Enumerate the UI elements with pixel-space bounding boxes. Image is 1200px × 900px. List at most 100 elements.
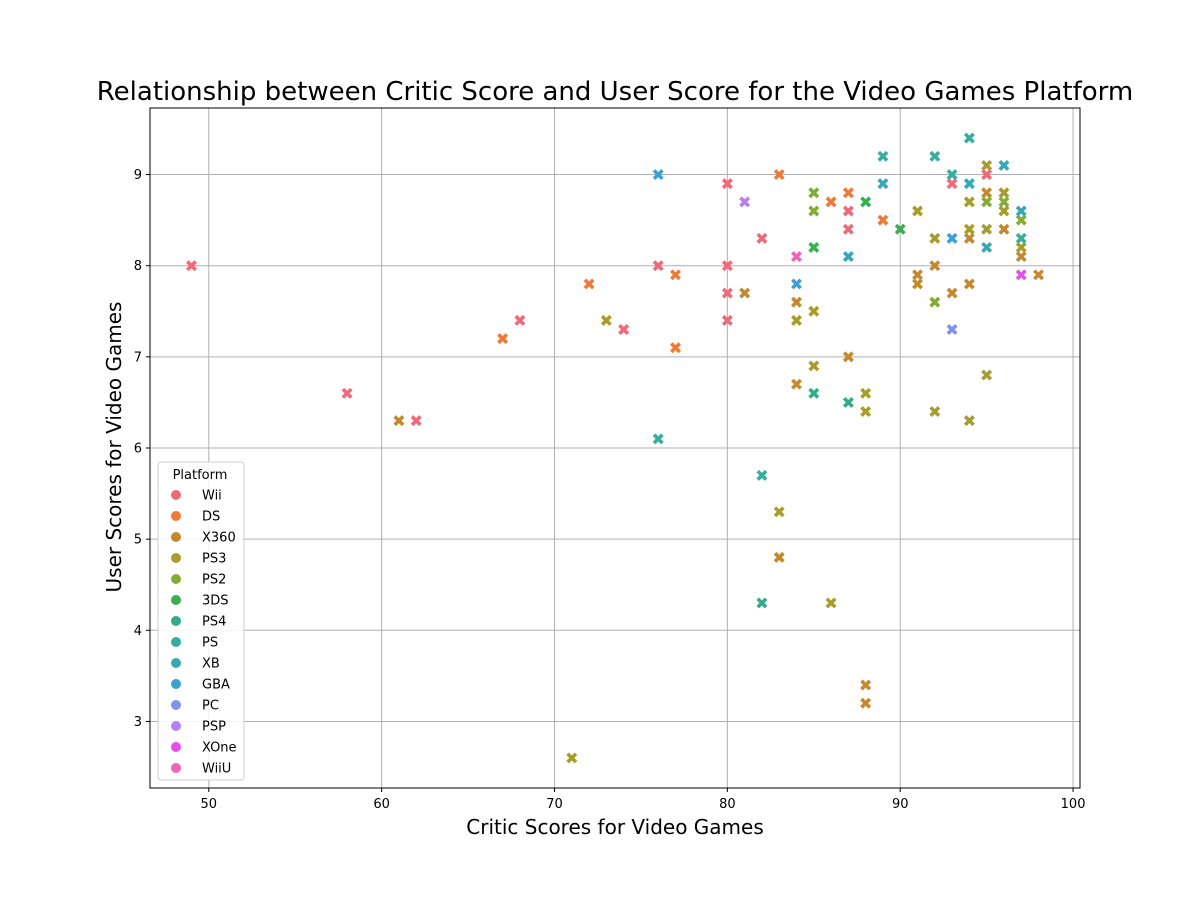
- legend-marker: [171, 574, 181, 584]
- legend-item-psp: PSP: [171, 720, 226, 735]
- data-point: [842, 223, 854, 235]
- x-tick-label: 60: [373, 797, 390, 812]
- series-3ds: [808, 196, 906, 253]
- x-tick-label: 70: [546, 797, 563, 812]
- x-axis-ticks: 50 60 70 80 90 100: [200, 788, 1085, 812]
- data-point: [1015, 205, 1027, 217]
- data-point: [1015, 214, 1027, 226]
- data-point: [791, 296, 802, 308]
- legend: Platform Wii DS X360 PS3 PS2 3DS PS4 PS XB GBA PC P…: [157, 461, 245, 781]
- data-point: [670, 342, 681, 354]
- y-tick-label: 6: [134, 442, 142, 457]
- data-point: [808, 360, 820, 372]
- legend-label: GBA: [202, 678, 230, 693]
- data-point: [946, 169, 958, 181]
- data-point: [860, 387, 872, 399]
- data-point: [842, 396, 854, 408]
- data-point: [1015, 269, 1027, 281]
- data-point: [721, 314, 733, 326]
- data-point: [860, 406, 872, 418]
- x-tick-label: 90: [892, 797, 909, 812]
- data-point: [1015, 241, 1027, 253]
- data-point: [963, 278, 975, 290]
- series-ps3: [566, 159, 1027, 764]
- legend-label: X360: [202, 531, 236, 546]
- data-point: [998, 196, 1010, 208]
- legend-item-ps4: PS4: [171, 615, 226, 630]
- legend-item-gba: GBA: [171, 678, 230, 693]
- data-point: [860, 697, 872, 709]
- y-tick-label: 4: [134, 624, 142, 639]
- data-point: [393, 415, 405, 427]
- series-pc: [946, 324, 958, 335]
- legend-marker: [171, 721, 181, 731]
- data-point: [721, 260, 733, 272]
- data-point: [756, 232, 768, 244]
- series-ps2: [808, 187, 1027, 308]
- data-point: [981, 159, 993, 171]
- data-point: [946, 287, 958, 299]
- legend-marker: [171, 490, 181, 500]
- data-point: [981, 223, 993, 235]
- data-point: [514, 314, 526, 326]
- legend-label: Wii: [202, 489, 222, 504]
- data-point: [981, 187, 993, 199]
- data-point: [981, 169, 993, 181]
- data-point: [963, 415, 975, 427]
- legend-label: WiiU: [202, 762, 231, 777]
- series-xone: [1015, 269, 1027, 281]
- legend-item-xb: XB: [171, 657, 220, 672]
- series-xb: [842, 159, 1027, 263]
- data-point: [981, 241, 993, 253]
- series-x360: [393, 187, 1044, 709]
- data-point: [842, 351, 854, 363]
- data-point: [963, 223, 975, 235]
- data-point: [894, 223, 906, 235]
- data-point: [497, 333, 509, 345]
- data-point: [1015, 232, 1027, 244]
- legend-label: PS3: [202, 552, 226, 567]
- data-point: [652, 169, 664, 181]
- data-point: [877, 214, 889, 226]
- data-point: [1033, 269, 1044, 281]
- series-wii: [186, 169, 993, 427]
- series-gba: [652, 169, 958, 290]
- data-point: [791, 251, 802, 263]
- legend-item-wii: Wii: [171, 489, 222, 504]
- legend-item-ps3: PS3: [171, 552, 226, 567]
- legend-item-pc: PC: [171, 699, 219, 714]
- data-point: [791, 378, 802, 390]
- data-point: [825, 597, 837, 609]
- data-point: [998, 187, 1010, 199]
- data-point: [842, 251, 854, 263]
- legend-marker: [171, 616, 181, 626]
- chart-title: Relationship between Critic Score and Us…: [97, 77, 1133, 107]
- legend-marker: [171, 763, 181, 773]
- data-point: [963, 232, 975, 244]
- data-point: [981, 196, 993, 208]
- x-axis-label: Critic Scores for Video Games: [466, 815, 764, 839]
- data-point: [929, 406, 941, 418]
- legend-item-ds: DS: [171, 510, 220, 525]
- data-point: [652, 433, 664, 445]
- legend-label: DS: [202, 510, 220, 525]
- legend-label: XOne: [202, 741, 237, 756]
- data-point: [583, 278, 595, 290]
- legend-marker: [171, 742, 181, 752]
- data-point: [981, 369, 993, 381]
- data-point: [912, 278, 923, 290]
- data-point: [842, 187, 854, 199]
- y-axis-label: User Scores for Video Games: [102, 302, 126, 593]
- data-point: [998, 205, 1010, 217]
- legend-item-wiiu: WiiU: [171, 762, 231, 777]
- legend-item-3ds: 3DS: [171, 594, 229, 609]
- data-point: [929, 232, 941, 244]
- data-point: [773, 169, 785, 181]
- series-wiiu: [791, 251, 802, 263]
- legend-marker: [171, 637, 181, 647]
- legend-marker: [171, 595, 181, 605]
- markers: [186, 132, 1044, 764]
- legend-item-xone: XOne: [171, 741, 237, 756]
- data-point: [929, 296, 941, 308]
